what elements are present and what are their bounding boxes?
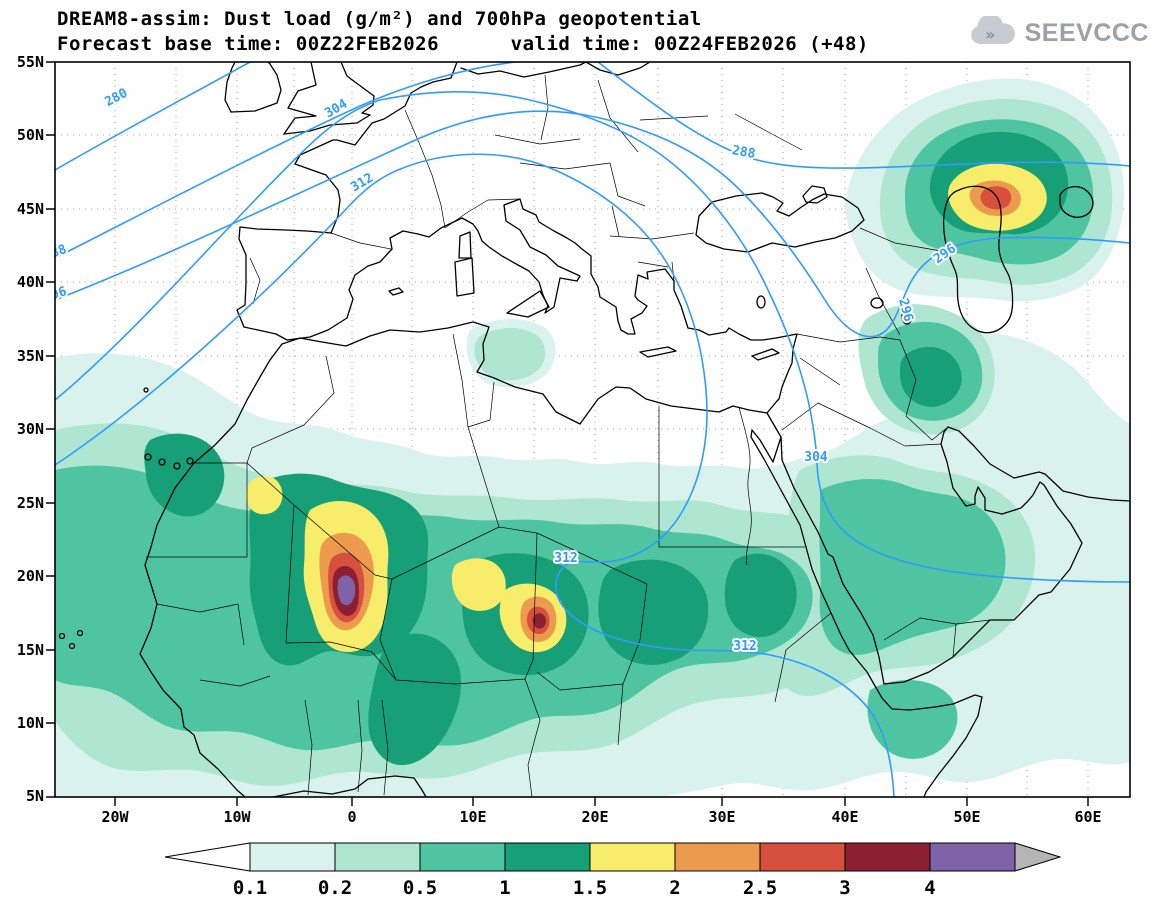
colorbar-cell [249, 842, 336, 872]
colorbar-tick-label: 3 [839, 877, 850, 899]
forecast-times: Forecast base time: 00Z22FEB2026 valid t… [57, 33, 869, 55]
contour-label: 280 [102, 86, 130, 110]
logo-text: SEEVCCC [1024, 18, 1149, 47]
contour-label: 304 [804, 450, 828, 465]
lon-tick-label: 20W [101, 808, 129, 826]
coastlines [58, 62, 1130, 797]
colorbar-cell [419, 842, 506, 872]
lon-tick-label: 50E [953, 808, 980, 826]
lat-tick-label: 5N [26, 787, 44, 805]
colorbar-low-arrow [164, 842, 251, 872]
lon-tick-label: 10W [223, 808, 251, 826]
lat-tick-label: 25N [17, 494, 44, 512]
colorbar-tick-label: 2 [669, 877, 680, 899]
colorbar-tick-label: 1 [499, 877, 510, 899]
seevccc-logo: » SEEVCCC [966, 16, 1149, 50]
lat-tick-label: 40N [17, 273, 44, 291]
country-borders [146, 74, 991, 797]
contour-label: 96 [49, 284, 69, 303]
colorbar-tick-label: 0.1 [233, 877, 267, 899]
colorbar-tick-label: 0.5 [403, 877, 437, 899]
dust-fill-level-0.5 [55, 119, 1094, 759]
lon-tick-label: 10E [459, 808, 486, 826]
page-title: DREAM8-assim: Dust load (g/m²) and 700hP… [57, 8, 702, 30]
geopotential-contours [55, 62, 1130, 797]
lat-tick-label: 10N [17, 714, 44, 732]
lat-tick-label: 50N [17, 126, 44, 144]
colorbar-cell [504, 842, 591, 872]
axis-ticks [46, 61, 1089, 806]
colorbar-tick-label: 2.5 [743, 877, 777, 899]
lat-tick-label: 35N [17, 347, 44, 365]
colorbar-tick-label: 0.2 [318, 877, 352, 899]
colorbar-tick-label: 1.5 [573, 877, 607, 899]
y-axis-labels: 55N 50N 45N 40N 35N 30N 25N 20N 15N 10N … [17, 53, 44, 805]
lon-tick-label: 20E [581, 808, 608, 826]
svg-text:»: » [985, 25, 995, 44]
colorbar-cell [589, 842, 676, 872]
contour-label: 312 [733, 639, 756, 654]
x-axis-labels: 20W 10W 0 10E 20E 30E 40E 50E 60E [101, 808, 1101, 826]
lat-tick-label: 15N [17, 641, 44, 659]
contour-label: 288 [731, 143, 757, 162]
lon-tick-label: 40E [831, 808, 858, 826]
colorbar-cell [929, 842, 1016, 872]
lat-tick-label: 55N [17, 53, 44, 71]
lat-tick-label: 20N [17, 567, 44, 585]
contour-label: 88 [49, 242, 69, 262]
contour-label: 312 [554, 551, 577, 566]
colorbar-cell [334, 842, 421, 872]
lat-tick-label: 45N [17, 200, 44, 218]
cloud-icon: » [970, 16, 1015, 44]
colorbar-high-arrow [1014, 842, 1062, 872]
colorbar-cell [674, 842, 761, 872]
colorbar-cell [759, 842, 846, 872]
colorbar-tick-label: 4 [924, 877, 935, 899]
lon-tick-label: 30E [708, 808, 735, 826]
colorbar-cell [844, 842, 931, 872]
colorbar [164, 842, 1062, 872]
dust-fill-level-4 [337, 575, 356, 606]
dust-fill-level-1 [144, 131, 1069, 766]
lon-tick-label: 0 [347, 808, 356, 826]
lon-tick-label: 60E [1074, 808, 1101, 826]
colorbar-labels: 0.1 0.2 0.5 1 1.5 2 2.5 3 4 [233, 877, 936, 899]
contour-label: 312 [348, 171, 376, 196]
lat-tick-label: 30N [17, 420, 44, 438]
